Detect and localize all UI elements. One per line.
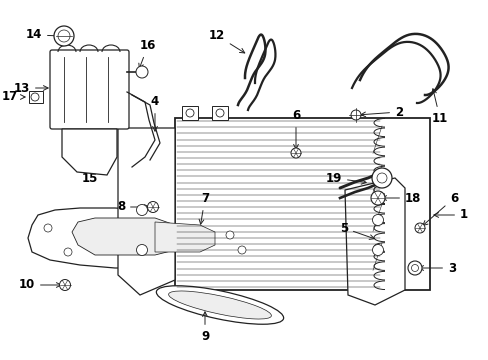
Bar — [29, 91, 43, 103]
Circle shape — [414, 223, 424, 233]
Circle shape — [58, 30, 70, 42]
Circle shape — [64, 248, 72, 256]
Text: 17: 17 — [2, 90, 25, 104]
Text: 11: 11 — [431, 89, 447, 125]
Text: 6: 6 — [422, 192, 457, 225]
FancyBboxPatch shape — [50, 50, 129, 129]
Circle shape — [54, 26, 74, 46]
Circle shape — [370, 191, 384, 205]
Polygon shape — [345, 178, 404, 305]
Circle shape — [376, 173, 386, 183]
Circle shape — [350, 110, 360, 120]
Text: 13: 13 — [14, 81, 48, 94]
Text: 1: 1 — [433, 208, 467, 221]
Polygon shape — [28, 208, 264, 268]
Circle shape — [216, 109, 224, 117]
Circle shape — [136, 204, 147, 216]
Text: 7: 7 — [199, 192, 209, 224]
Polygon shape — [118, 128, 175, 295]
Circle shape — [290, 148, 301, 158]
Text: 14: 14 — [25, 28, 60, 41]
Text: 18: 18 — [381, 192, 421, 204]
Circle shape — [371, 168, 391, 188]
Polygon shape — [72, 218, 184, 255]
Text: 16: 16 — [139, 39, 156, 68]
Text: 15: 15 — [81, 156, 98, 185]
Text: 3: 3 — [418, 261, 455, 274]
Ellipse shape — [168, 291, 271, 319]
Text: 12: 12 — [208, 29, 244, 53]
Polygon shape — [62, 129, 117, 175]
Text: 8: 8 — [117, 201, 149, 213]
Polygon shape — [155, 222, 215, 252]
Text: 2: 2 — [360, 105, 402, 118]
Circle shape — [225, 231, 234, 239]
Text: 5: 5 — [339, 221, 374, 239]
Circle shape — [372, 215, 383, 225]
Circle shape — [44, 224, 52, 232]
Circle shape — [31, 93, 39, 101]
Circle shape — [136, 244, 147, 256]
Circle shape — [147, 202, 158, 212]
Text: 9: 9 — [201, 312, 209, 343]
Circle shape — [136, 66, 148, 78]
Bar — [212, 106, 227, 120]
Text: 4: 4 — [151, 95, 159, 131]
Text: 19: 19 — [325, 171, 366, 184]
Circle shape — [407, 261, 421, 275]
Circle shape — [60, 279, 70, 291]
Text: 6: 6 — [291, 109, 300, 149]
Bar — [182, 106, 198, 120]
Circle shape — [238, 246, 245, 254]
Circle shape — [411, 265, 418, 271]
Text: 10: 10 — [19, 279, 61, 292]
Circle shape — [372, 244, 383, 256]
Ellipse shape — [156, 286, 283, 324]
Bar — [175, 118, 429, 290]
Circle shape — [185, 109, 194, 117]
